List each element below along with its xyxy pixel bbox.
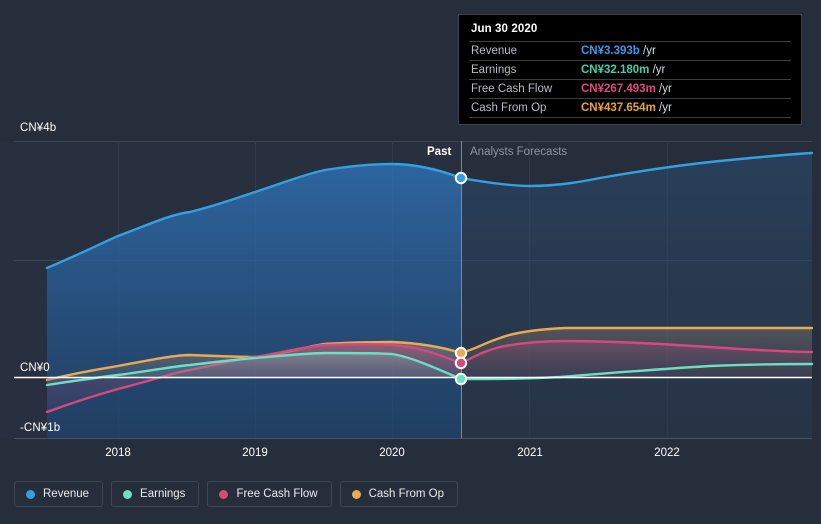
tooltip-unit-cash-from-op: /yr <box>659 102 672 114</box>
x-axis-label-2021: 2021 <box>517 447 543 459</box>
tooltip-row-revenue: Revenue CN¥3.393b /yr <box>469 41 791 61</box>
highlight-markers <box>454 171 468 386</box>
x-axis-label-2019: 2019 <box>242 447 268 459</box>
data-tooltip: Jun 30 2020 Revenue CN¥3.393b /yr Earnin… <box>458 14 802 125</box>
tooltip-unit-free-cash-flow: /yr <box>659 83 672 95</box>
y-axis-label-0: CN¥0 <box>20 362 50 374</box>
x-axis-label-2022: 2022 <box>654 447 680 459</box>
legend-item-revenue[interactable]: Revenue <box>14 481 104 507</box>
tooltip-row-earnings: Earnings CN¥32.180m /yr <box>469 60 791 80</box>
tooltip-row-cash-from-op: Cash From Op CN¥437.654m /yr <box>469 98 791 118</box>
tooltip-label-revenue: Revenue <box>469 41 579 61</box>
tooltip-label-free-cash-flow: Free Cash Flow <box>469 79 579 99</box>
legend-dot-revenue-icon <box>26 489 35 499</box>
tooltip-amount-free-cash-flow: CN¥267.493m <box>581 83 656 95</box>
tooltip-row-free-cash-flow: Free Cash Flow CN¥267.493m /yr <box>469 79 791 99</box>
tooltip-value-revenue: CN¥3.393b /yr <box>579 41 791 61</box>
marker-earnings[interactable] <box>454 372 468 386</box>
tooltip-amount-cash-from-op: CN¥437.654m <box>581 102 656 114</box>
marker-free-cash-flow[interactable] <box>454 356 468 370</box>
tooltip-value-cash-from-op: CN¥437.654m /yr <box>579 98 791 118</box>
x-axis-label-2020: 2020 <box>379 447 405 459</box>
chart-legend: Revenue Earnings Free Cash Flow Cash Fro… <box>14 481 459 507</box>
legend-label-revenue: Revenue <box>43 488 90 500</box>
x-axis-label-2018: 2018 <box>105 447 131 459</box>
tooltip-amount-earnings: CN¥32.180m <box>581 64 650 76</box>
legend-dot-earnings-icon <box>123 489 133 499</box>
legend-item-earnings[interactable]: Earnings <box>111 481 200 507</box>
tooltip-unit-revenue: /yr <box>643 45 656 57</box>
y-axis-label-neg1b: -CN¥1b <box>20 422 61 434</box>
legend-item-cash-from-op[interactable]: Cash From Op <box>339 481 459 507</box>
marker-cash-from-op[interactable] <box>454 346 468 360</box>
past-label: Past <box>427 146 452 158</box>
tooltip-value-earnings: CN¥32.180m /yr <box>579 60 791 80</box>
tooltip-unit-earnings: /yr <box>652 64 666 76</box>
tooltip-date: Jun 30 2020 <box>471 23 538 35</box>
marker-revenue[interactable] <box>454 171 468 185</box>
legend-dot-free-cash-flow-icon <box>219 489 229 499</box>
legend-label-free-cash-flow: Free Cash Flow <box>236 488 318 500</box>
legend-label-earnings: Earnings <box>140 488 186 500</box>
y-axis-label-4b: CN¥4b <box>20 122 57 134</box>
legend-dot-cash-from-op-icon <box>351 489 361 499</box>
tooltip-table: Revenue CN¥3.393b /yr Earnings CN¥32.180… <box>469 41 791 118</box>
tooltip-label-cash-from-op: Cash From Op <box>469 98 579 118</box>
tooltip-label-earnings: Earnings <box>469 60 579 80</box>
analysts-forecasts-label: Analysts Forecasts <box>470 146 568 158</box>
legend-label-cash-from-op: Cash From Op <box>368 488 445 500</box>
tooltip-value-free-cash-flow: CN¥267.493m /yr <box>579 79 791 99</box>
tooltip-amount-revenue: CN¥3.393b <box>581 45 640 57</box>
legend-item-free-cash-flow[interactable]: Free Cash Flow <box>207 481 332 507</box>
